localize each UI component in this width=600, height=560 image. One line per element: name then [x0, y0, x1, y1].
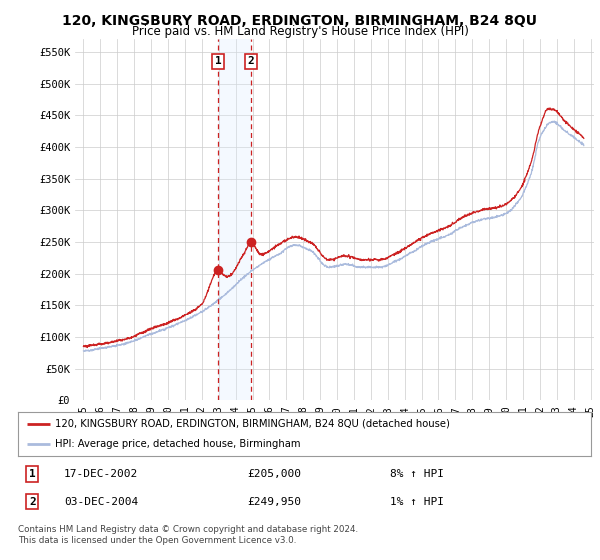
Text: £249,950: £249,950	[247, 497, 301, 507]
Text: 1: 1	[29, 469, 36, 479]
Text: 120, KINGSBURY ROAD, ERDINGTON, BIRMINGHAM, B24 8QU (detached house): 120, KINGSBURY ROAD, ERDINGTON, BIRMINGH…	[55, 419, 450, 429]
Text: 120, KINGSBURY ROAD, ERDINGTON, BIRMINGHAM, B24 8QU: 120, KINGSBURY ROAD, ERDINGTON, BIRMINGH…	[62, 14, 538, 28]
Text: 03-DEC-2004: 03-DEC-2004	[64, 497, 138, 507]
Text: 1% ↑ HPI: 1% ↑ HPI	[391, 497, 445, 507]
Text: 17-DEC-2002: 17-DEC-2002	[64, 469, 138, 479]
Text: 8% ↑ HPI: 8% ↑ HPI	[391, 469, 445, 479]
Text: 2: 2	[29, 497, 36, 507]
Text: HPI: Average price, detached house, Birmingham: HPI: Average price, detached house, Birm…	[55, 439, 301, 449]
Text: Contains HM Land Registry data © Crown copyright and database right 2024.
This d: Contains HM Land Registry data © Crown c…	[18, 525, 358, 545]
Text: 2: 2	[248, 57, 254, 67]
Text: Price paid vs. HM Land Registry's House Price Index (HPI): Price paid vs. HM Land Registry's House …	[131, 25, 469, 38]
Text: 1: 1	[215, 57, 221, 67]
Bar	[218, 39, 251, 400]
Text: £205,000: £205,000	[247, 469, 301, 479]
